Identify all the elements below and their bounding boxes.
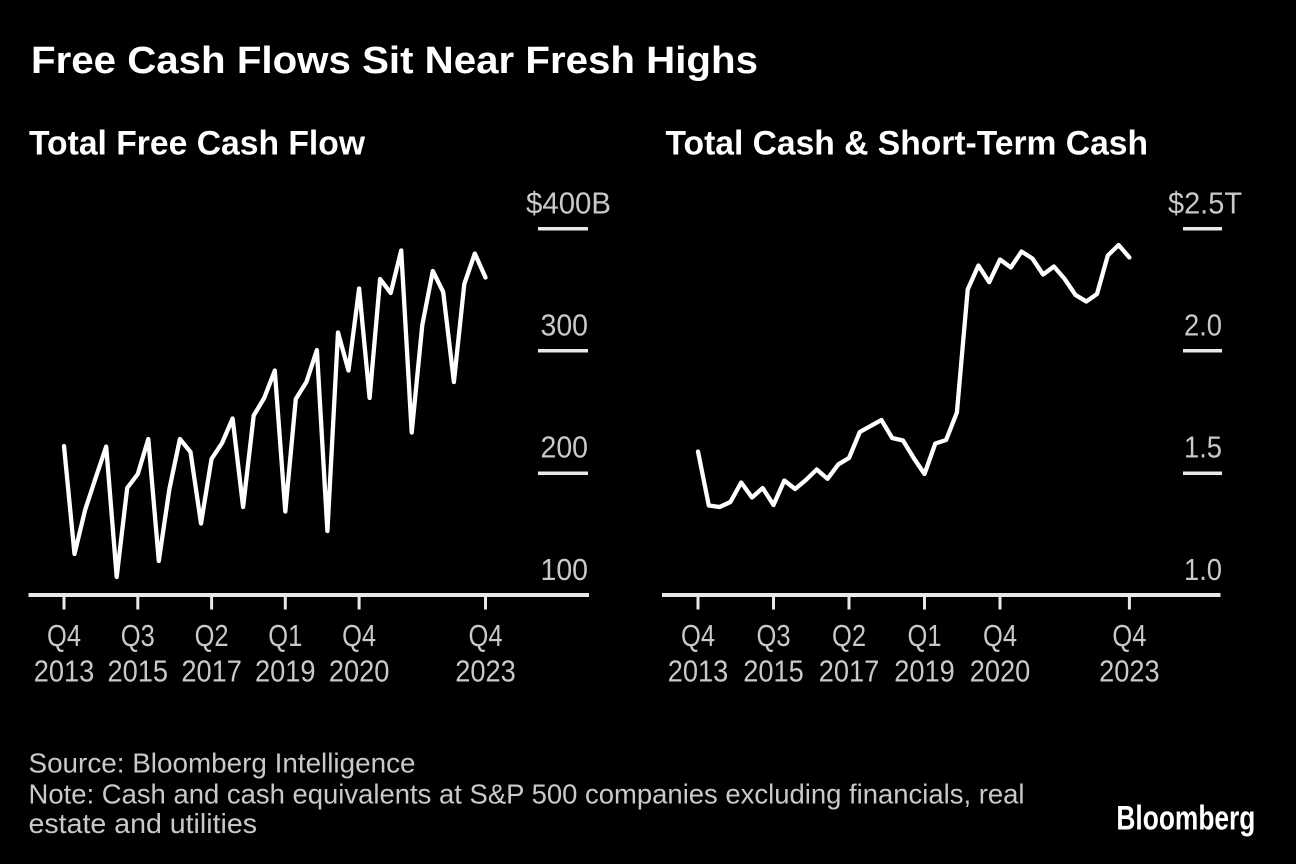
svg-text:Bloomberg: Bloomberg (1116, 800, 1255, 838)
svg-text:2.0: 2.0 (1184, 308, 1222, 343)
svg-text:Q4: Q4 (342, 618, 376, 653)
svg-text:Q1: Q1 (268, 618, 302, 653)
svg-text:Q4: Q4 (469, 618, 503, 653)
svg-text:2015: 2015 (108, 654, 169, 689)
svg-text:Q4: Q4 (983, 618, 1017, 653)
svg-text:300: 300 (541, 308, 589, 343)
svg-text:2017: 2017 (819, 654, 880, 689)
svg-text:2013: 2013 (34, 654, 95, 689)
svg-text:2023: 2023 (1099, 654, 1160, 689)
svg-text:2013: 2013 (668, 654, 729, 689)
svg-text:Total Free Cash Flow: Total Free Cash Flow (29, 125, 366, 163)
svg-text:2020: 2020 (970, 654, 1031, 689)
svg-text:Q4: Q4 (47, 618, 81, 653)
svg-text:Total Cash & Short-Term Cash: Total Cash & Short-Term Cash (666, 125, 1149, 163)
svg-text:Q3: Q3 (121, 618, 155, 653)
svg-text:Q3: Q3 (757, 618, 791, 653)
svg-text:Note: Cash and cash equivalent: Note: Cash and cash equivalents at S&P 5… (29, 779, 1025, 810)
svg-text:Free Cash Flows Sit Near Fresh: Free Cash Flows Sit Near Fresh Highs (31, 40, 758, 82)
svg-text:$2.5T: $2.5T (1168, 186, 1242, 221)
svg-text:Q4: Q4 (1112, 618, 1146, 653)
svg-text:Q4: Q4 (681, 618, 715, 653)
svg-text:1.0: 1.0 (1184, 552, 1222, 587)
svg-text:2023: 2023 (455, 654, 516, 689)
svg-text:Q2: Q2 (195, 618, 229, 653)
svg-text:100: 100 (541, 552, 589, 587)
svg-text:1.5: 1.5 (1184, 430, 1222, 465)
svg-text:estate and utilities: estate and utilities (29, 808, 258, 839)
svg-text:200: 200 (541, 430, 589, 465)
svg-text:2019: 2019 (255, 654, 316, 689)
svg-text:2020: 2020 (329, 654, 390, 689)
svg-text:Q1: Q1 (908, 618, 942, 653)
svg-text:Q2: Q2 (832, 618, 866, 653)
svg-text:2015: 2015 (743, 654, 804, 689)
svg-text:2017: 2017 (181, 654, 242, 689)
svg-text:Source: Bloomberg Intelligence: Source: Bloomberg Intelligence (29, 748, 416, 779)
svg-text:2019: 2019 (894, 654, 955, 689)
svg-text:$400B: $400B (526, 186, 611, 221)
